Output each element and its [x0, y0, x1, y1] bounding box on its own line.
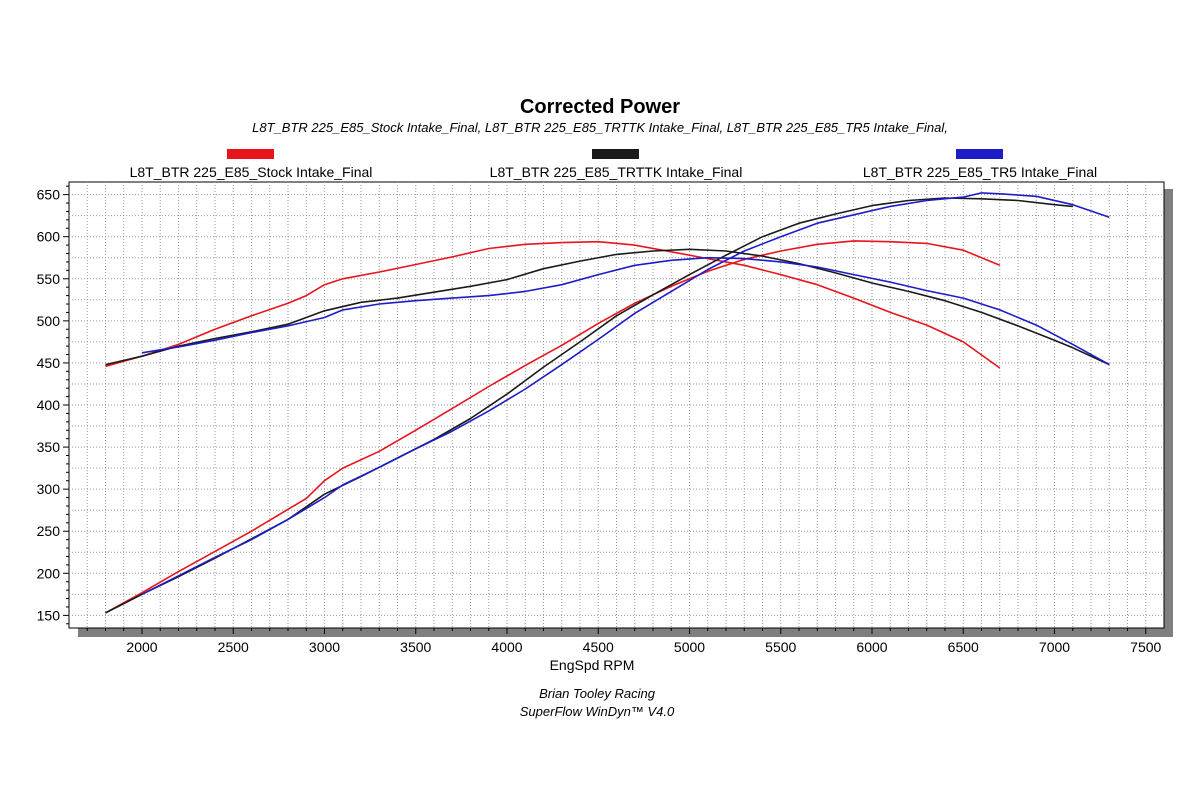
y-tick-label: 600 — [37, 229, 61, 245]
y-tick-label: 650 — [37, 187, 61, 203]
legend-swatch — [592, 149, 639, 159]
series-group — [105, 192, 1110, 614]
x-axis-label: EngSpd RPM — [550, 657, 635, 673]
x-tick-label: 3500 — [400, 639, 431, 655]
y-axis: 150 200 250 300 350 400 450 500 550 600 650 — [37, 185, 69, 625]
legend-swatch — [227, 149, 274, 159]
series-line-torque — [105, 240, 1001, 369]
legend-swatch — [956, 149, 1003, 159]
chart-subtitle: L8T_BTR 225_E85_Stock Intake_Final, L8T_… — [252, 120, 948, 135]
x-tick-label: 6500 — [948, 639, 979, 655]
y-tick-label: 500 — [37, 313, 61, 329]
y-tick-label: 550 — [37, 271, 61, 287]
chart-title: Corrected Power — [520, 96, 680, 118]
series-line-torque — [105, 248, 1110, 366]
x-tick-label: 4500 — [583, 639, 614, 655]
x-tick-label: 5000 — [674, 639, 705, 655]
y-tick-label: 450 — [37, 355, 61, 371]
legend-label: L8T_BTR 225_E85_TRTTK Intake_Final — [490, 164, 743, 180]
y-tick-label: 300 — [37, 481, 61, 497]
x-tick-label: 6000 — [856, 639, 887, 655]
series-line-torque — [141, 256, 1110, 366]
series-line-power — [105, 240, 1001, 614]
y-tick-label: 250 — [37, 523, 61, 539]
x-tick-label: 4000 — [491, 639, 522, 655]
x-tick-label: 7000 — [1039, 639, 1070, 655]
y-tick-label: 200 — [37, 565, 61, 581]
legend-label: L8T_BTR 225_E85_TR5 Intake_Final — [863, 164, 1097, 180]
y-tick-label: 400 — [37, 397, 61, 413]
y-tick-label: 350 — [37, 439, 61, 455]
credit-company: Brian Tooley Racing — [539, 686, 656, 701]
grid — [69, 182, 1164, 628]
x-axis: 2000 2500 3000 3500 4000 4500 5000 5500 6000 6500… — [86, 628, 1162, 655]
x-tick-label: 2000 — [126, 639, 157, 655]
credit-software: SuperFlow WinDyn™ V4.0 — [520, 704, 675, 719]
legend: L8T_BTR 225_E85_Stock Intake_Final L8T_BT… — [130, 149, 1097, 180]
y-tick-label: 150 — [37, 607, 61, 623]
series-line-power — [141, 192, 1110, 596]
x-tick-label: 3000 — [309, 639, 340, 655]
x-tick-label: 7500 — [1130, 639, 1161, 655]
legend-label: L8T_BTR 225_E85_Stock Intake_Final — [130, 164, 373, 180]
x-tick-label: 5500 — [765, 639, 796, 655]
x-tick-label: 2500 — [218, 639, 249, 655]
